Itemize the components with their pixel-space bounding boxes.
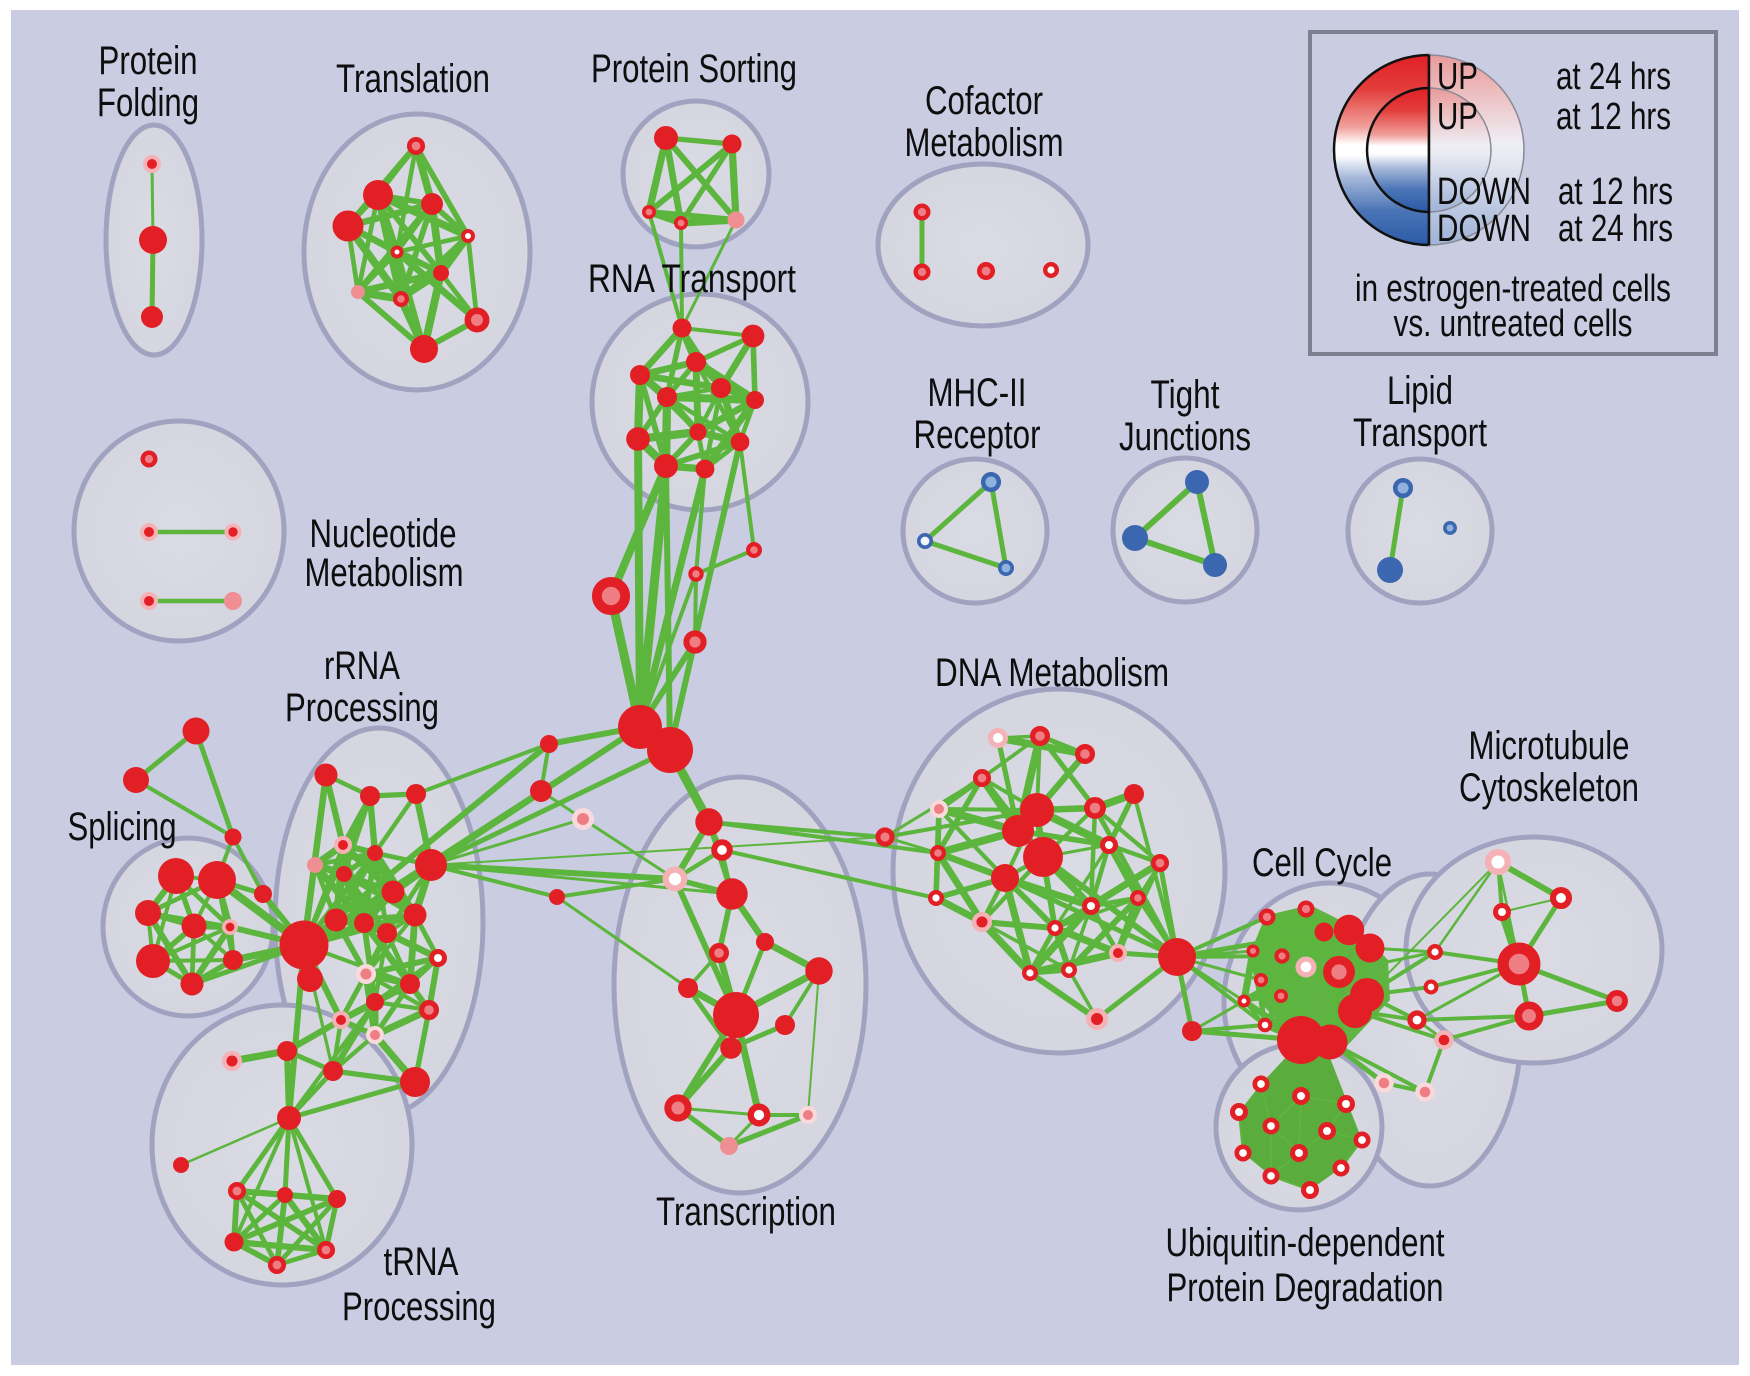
svg-text:in estrogen-treated cells: in estrogen-treated cells: [1355, 268, 1671, 310]
svg-text:Translation: Translation: [336, 57, 490, 101]
svg-text:rRNA: rRNA: [324, 644, 400, 688]
svg-text:Protein: Protein: [99, 39, 198, 83]
svg-text:MHC-II: MHC-II: [928, 371, 1027, 415]
svg-text:Splicing: Splicing: [68, 805, 177, 849]
svg-text:Cytoskeleton: Cytoskeleton: [1459, 766, 1639, 810]
svg-text:at 24 hrs: at 24 hrs: [1558, 208, 1673, 250]
svg-text:Protein Sorting: Protein Sorting: [591, 47, 797, 91]
svg-text:vs. untreated cells: vs. untreated cells: [1394, 303, 1633, 345]
svg-text:Processing: Processing: [285, 686, 439, 730]
svg-text:Tight: Tight: [1151, 373, 1220, 417]
svg-text:DNA Metabolism: DNA Metabolism: [935, 651, 1169, 695]
svg-text:RNA Transport: RNA Transport: [588, 257, 796, 301]
svg-text:Microtubule: Microtubule: [1469, 724, 1630, 768]
svg-text:UP: UP: [1437, 56, 1478, 98]
svg-text:Cell Cycle: Cell Cycle: [1252, 841, 1392, 885]
svg-text:Junctions: Junctions: [1119, 415, 1251, 459]
svg-text:Metabolism: Metabolism: [305, 551, 464, 595]
svg-text:Lipid: Lipid: [1387, 369, 1453, 413]
svg-text:Transcription: Transcription: [656, 1190, 836, 1234]
svg-text:Ubiquitin-dependent: Ubiquitin-dependent: [1166, 1221, 1445, 1265]
svg-text:Receptor: Receptor: [914, 413, 1041, 457]
svg-text:DOWN: DOWN: [1437, 171, 1531, 213]
svg-text:Cofactor: Cofactor: [925, 79, 1043, 123]
svg-text:Processing: Processing: [342, 1285, 496, 1329]
svg-text:UP: UP: [1437, 96, 1478, 138]
svg-text:at 24 hrs: at 24 hrs: [1556, 56, 1671, 98]
svg-text:Protein Degradation: Protein Degradation: [1167, 1266, 1444, 1310]
svg-text:Metabolism: Metabolism: [905, 121, 1064, 165]
svg-text:Transport: Transport: [1353, 411, 1487, 455]
svg-text:tRNA: tRNA: [384, 1240, 459, 1284]
svg-text:DOWN: DOWN: [1437, 208, 1531, 250]
svg-text:Nucleotide: Nucleotide: [310, 512, 457, 556]
svg-text:at 12 hrs: at 12 hrs: [1558, 171, 1673, 213]
svg-text:Folding: Folding: [97, 81, 199, 125]
svg-text:at 12 hrs: at 12 hrs: [1556, 96, 1671, 138]
